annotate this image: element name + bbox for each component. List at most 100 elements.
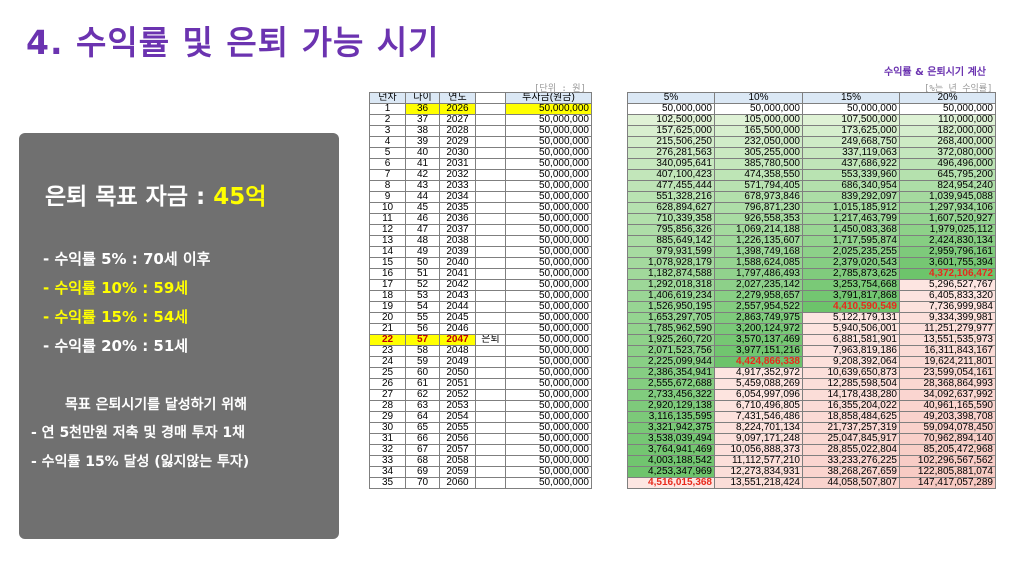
value-cell: 2,785,873,625 [802, 268, 900, 280]
age-cell: 37 [405, 114, 440, 126]
table-row: 18 53 2043 50,000,000 [369, 290, 592, 302]
value-cell: 2,225,099,944 [627, 356, 715, 368]
year-index-cell: 30 [369, 422, 406, 434]
retire-mark-cell [475, 169, 506, 181]
investment-cell: 50,000,000 [505, 356, 592, 368]
value-cell: 5,122,179,131 [802, 312, 900, 324]
returns-table: 5% 10% 15% 20% 50,000,000 50,000,000 50,000,0… [627, 92, 996, 489]
value-cell: 34,092,637,992 [899, 389, 996, 401]
value-cell: 232,050,000 [714, 136, 803, 148]
investment-cell: 50,000,000 [505, 268, 592, 280]
value-cell: 59,094,078,450 [899, 422, 996, 434]
value-cell: 340,095,641 [627, 158, 715, 170]
value-cell: 305,255,000 [714, 147, 803, 159]
year-cell: 2038 [439, 235, 476, 247]
retire-mark-cell [475, 202, 506, 214]
value-cell: 1,526,950,195 [627, 301, 715, 313]
retire-mark-cell [475, 268, 506, 280]
value-cell: 4,410,590,549 [802, 301, 900, 313]
value-cell: 496,496,000 [899, 158, 996, 170]
year-index-cell: 8 [369, 180, 406, 192]
value-cell: 3,764,941,469 [627, 444, 715, 456]
value-cell: 2,863,749,975 [714, 312, 803, 324]
value-cell: 1,292,018,318 [627, 279, 715, 291]
table-row: 21 56 2046 50,000,000 [369, 323, 592, 335]
year-index-cell: 22 [369, 334, 406, 346]
value-cell: 1,182,874,588 [627, 268, 715, 280]
year-cell: 2054 [439, 411, 476, 423]
value-cell: 249,668,750 [802, 136, 900, 148]
value-cell: 4,253,347,969 [627, 466, 715, 478]
table-row: 29 64 2054 50,000,000 [369, 411, 592, 423]
table-row: 20 55 2045 50,000,000 [369, 312, 592, 324]
value-cell: 372,080,000 [899, 147, 996, 159]
table-row: 11 46 2036 50,000,000 [369, 213, 592, 225]
value-cell: 40,961,165,590 [899, 400, 996, 412]
value-cell: 551,328,216 [627, 191, 715, 203]
table-row: 3,116,135,595 7,431,546,486 18,858,484,625… [627, 411, 996, 423]
year-index-cell: 1 [369, 103, 406, 115]
value-cell: 28,855,022,804 [802, 444, 900, 456]
age-cell: 50 [405, 257, 440, 269]
age-cell: 61 [405, 378, 440, 390]
plan-item: - 연 5천만원 저축 및 경매 투자 1채 [31, 425, 245, 441]
age-cell: 44 [405, 191, 440, 203]
table-row: 16 51 2041 50,000,000 [369, 268, 592, 280]
table-row: 979,931,599 1,398,749,168 2,025,235,255 2,9… [627, 246, 996, 258]
year-cell: 2028 [439, 125, 476, 137]
year-index-cell: 27 [369, 389, 406, 401]
value-cell: 3,791,817,868 [802, 290, 900, 302]
value-cell: 3,200,124,972 [714, 323, 803, 335]
retire-mark-cell [475, 477, 506, 489]
table-row: 2,386,354,941 4,917,352,972 10,639,650,873… [627, 367, 996, 379]
age-cell: 39 [405, 136, 440, 148]
table-row: 276,281,563 305,255,000 337,119,063 372,080… [627, 147, 996, 159]
value-cell: 1,717,595,874 [802, 235, 900, 247]
investment-cell: 50,000,000 [505, 180, 592, 192]
value-cell: 147,417,057,289 [899, 477, 996, 489]
year-cell: 2045 [439, 312, 476, 324]
year-index-cell: 12 [369, 224, 406, 236]
page-title: 4. 수익률 및 은퇴 가능 시기 [26, 23, 440, 62]
value-cell: 3,570,137,469 [714, 334, 803, 346]
year-cell: 2035 [439, 202, 476, 214]
year-cell: 2052 [439, 389, 476, 401]
table-row: 31 66 2056 50,000,000 [369, 433, 592, 445]
table-row: 2,071,523,756 3,977,151,216 7,963,819,186 1… [627, 345, 996, 357]
year-index-cell: 3 [369, 125, 406, 137]
value-cell: 3,321,942,375 [627, 422, 715, 434]
retire-mark-cell [475, 345, 506, 357]
year-cell: 2059 [439, 466, 476, 478]
year-cell: 2042 [439, 279, 476, 291]
value-cell: 6,054,997,096 [714, 389, 803, 401]
column-header [475, 92, 506, 104]
table-row: 3,321,942,375 8,224,701,134 21,737,257,319… [627, 422, 996, 434]
value-cell: 11,251,279,977 [899, 323, 996, 335]
year-index-cell: 18 [369, 290, 406, 302]
value-cell: 102,296,567,562 [899, 455, 996, 467]
plan-heading: 목표 은퇴시기를 달성하기 위해 [65, 397, 248, 413]
value-cell: 1,653,297,705 [627, 312, 715, 324]
age-cell: 70 [405, 477, 440, 489]
table-row: 3 38 2028 50,000,000 [369, 125, 592, 137]
age-cell: 49 [405, 246, 440, 258]
table-row: 4,003,188,542 11,112,577,210 33,233,276,22… [627, 455, 996, 467]
value-cell: 70,962,894,140 [899, 433, 996, 445]
table-row: 25 60 2050 50,000,000 [369, 367, 592, 379]
value-cell: 50,000,000 [899, 103, 996, 115]
calc-title: 수익률 & 은퇴시기 계산 [884, 67, 986, 78]
table-row: 2 37 2027 50,000,000 [369, 114, 592, 126]
column-header: 연도 [439, 92, 476, 104]
investment-cell: 50,000,000 [505, 367, 592, 379]
investment-cell: 50,000,000 [505, 114, 592, 126]
value-cell: 215,506,250 [627, 136, 715, 148]
value-cell: 14,178,438,280 [802, 389, 900, 401]
table-row: 157,625,000 165,500,000 173,625,000 182,000… [627, 125, 996, 137]
year-cell: 2033 [439, 180, 476, 192]
value-cell: 105,000,000 [714, 114, 803, 126]
retire-mark-cell [475, 466, 506, 478]
year-index-cell: 32 [369, 444, 406, 456]
table-row: 24 59 2049 50,000,000 [369, 356, 592, 368]
investment-cell: 50,000,000 [505, 257, 592, 269]
year-index-cell: 11 [369, 213, 406, 225]
